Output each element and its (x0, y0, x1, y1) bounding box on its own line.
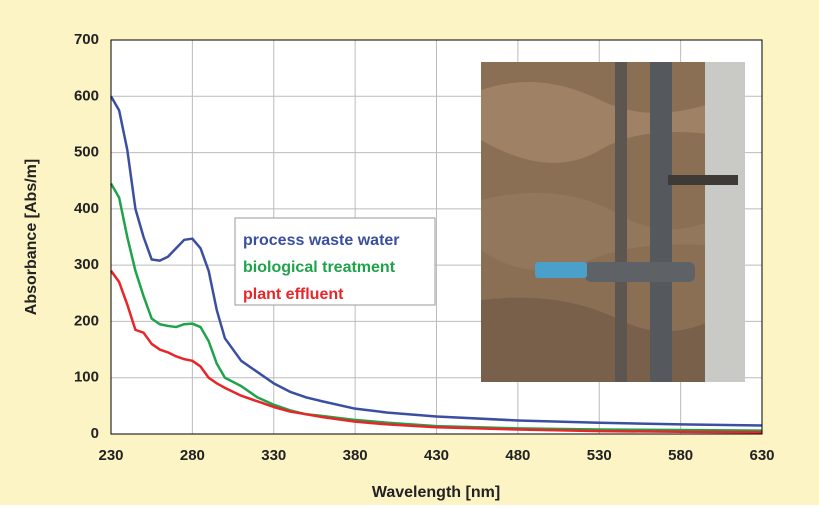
chart: process waste water biological treatment p… (0, 0, 819, 505)
y-tick-label: 100 (74, 369, 99, 386)
x-tick-label: 580 (668, 447, 693, 464)
x-tick-label: 530 (587, 447, 612, 464)
y-tick-label: 400 (74, 200, 99, 217)
y-tick-label: 700 (74, 31, 99, 48)
x-axis-label: Wavelength [nm] (372, 484, 500, 501)
y-tick-label: 0 (91, 425, 99, 442)
y-tick-label: 300 (74, 256, 99, 273)
legend-label: plant effluent (243, 286, 344, 303)
x-tick-label: 280 (180, 447, 205, 464)
y-tick-label: 200 (74, 312, 99, 329)
legend-label: process waste water (243, 232, 400, 249)
x-tick-label: 330 (261, 447, 286, 464)
photo-sensor (535, 262, 587, 278)
x-tick-label: 430 (424, 447, 449, 464)
x-tick-label: 380 (343, 447, 368, 464)
photo-sensor-arm (585, 262, 695, 282)
photo-wall (705, 62, 745, 382)
y-tick-label: 500 (74, 144, 99, 161)
photo-bracket (668, 175, 738, 185)
legend-label: biological treatment (243, 259, 396, 276)
x-tick-label: 230 (98, 447, 123, 464)
x-tick-label: 630 (749, 447, 774, 464)
photo-inset (481, 62, 745, 382)
photo-pole (615, 62, 627, 382)
photo-pipe (650, 62, 672, 382)
y-tick-label: 600 (74, 87, 99, 104)
x-tick-label: 480 (505, 447, 530, 464)
y-axis-label: Absorbance [Abs/m] (23, 159, 40, 315)
